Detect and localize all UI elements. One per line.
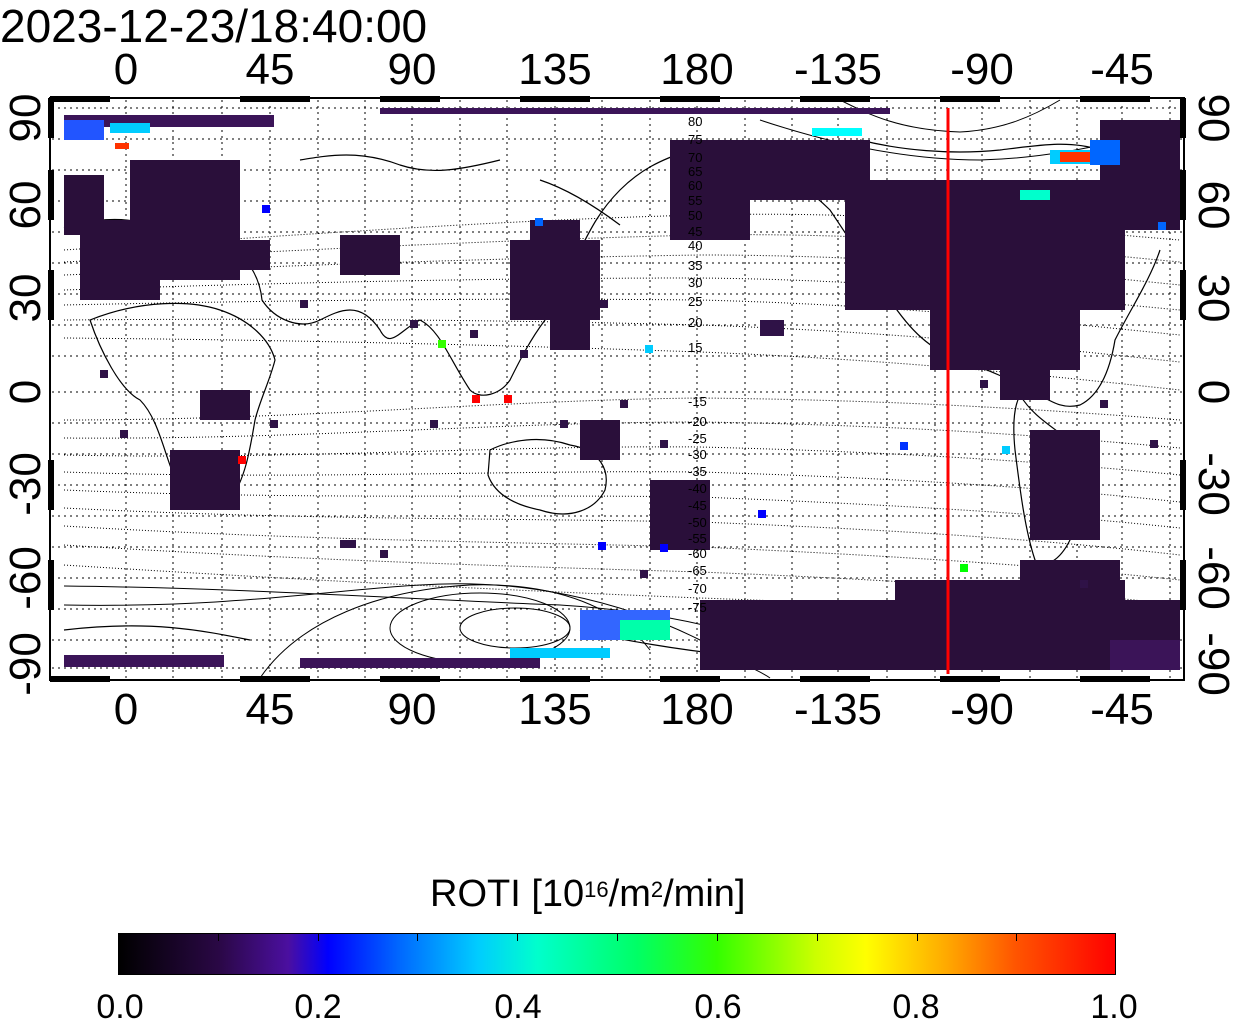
bottom-axis-label: 0 <box>113 685 139 734</box>
bottom-axis-label: -45 <box>1090 685 1154 734</box>
contour-label: 65 <box>688 164 702 179</box>
contour-label: -20 <box>688 414 707 429</box>
top-axis-label: 0 <box>113 45 139 94</box>
contour-label: 50 <box>688 208 702 223</box>
colorbar-tick <box>917 933 918 941</box>
contour-label: 40 <box>688 238 702 253</box>
colorbar-tick <box>617 933 618 941</box>
contour-label: 60 <box>688 178 702 193</box>
contour-label: 70 <box>688 150 702 165</box>
contour-label: -35 <box>688 464 707 479</box>
top-axis-label: -135 <box>793 45 883 94</box>
contour-label: 35 <box>688 258 702 273</box>
colorbar-label: 0.8 <box>892 988 940 1026</box>
bottom-axis-label: -135 <box>793 685 883 734</box>
contour-label: 80 <box>688 114 702 129</box>
colorbar-tick <box>517 933 518 941</box>
contour-label: -75 <box>688 600 707 615</box>
contour-label: -65 <box>688 563 707 578</box>
contour-label: 25 <box>688 294 702 309</box>
colorbar-tick <box>717 933 718 941</box>
top-axis-label: 180 <box>660 45 734 94</box>
axis-tick-bars <box>48 96 1186 682</box>
bottom-axis-label: 45 <box>245 685 295 734</box>
roti-highlights <box>64 120 1166 658</box>
bottom-axis-label: 135 <box>518 685 592 734</box>
top-axis-label: -45 <box>1090 45 1154 94</box>
colorbar-tick <box>817 933 818 941</box>
colorbar-tick <box>218 933 219 941</box>
contour-label-group: 80 75 70 65 60 55 50 45 40 35 30 25 20 1… <box>688 114 707 615</box>
top-axis-label: 45 <box>245 45 295 94</box>
contour-label: -50 <box>688 515 707 530</box>
colorbar-tick <box>1016 933 1017 941</box>
top-axis-label: 135 <box>518 45 592 94</box>
colorbar-title: ROTI [1016/m2/min] <box>430 873 746 915</box>
contour-label: 75 <box>688 132 702 147</box>
top-axis-label: 90 <box>387 45 437 94</box>
colorbar-tick <box>318 933 319 941</box>
contour-label: 45 <box>688 224 702 239</box>
contour-label: -70 <box>688 581 707 596</box>
contour-label: 30 <box>688 275 702 290</box>
bottom-axis-label: 90 <box>387 685 437 734</box>
bottom-axis-label: 180 <box>660 685 734 734</box>
roti-patches-dark <box>64 120 1180 670</box>
colorbar-tick <box>417 933 418 941</box>
top-axis-label: -90 <box>950 45 1014 94</box>
colorbar-label: 1.0 <box>1090 988 1138 1026</box>
roti-scatter <box>100 300 1158 588</box>
map-frame <box>49 97 1185 681</box>
contour-label: 55 <box>688 193 702 208</box>
colorbar-label: 0.0 <box>96 988 144 1026</box>
contour-label: 20 <box>688 315 702 330</box>
colorbar-label: 0.2 <box>294 988 342 1026</box>
contour-label: 15 <box>688 340 702 355</box>
contour-label: -45 <box>688 498 707 513</box>
colorbar-label: 0.4 <box>494 988 542 1026</box>
colorbar-label: 0.6 <box>694 988 742 1026</box>
timestamp-title: 2023-12-23/18:40:00 <box>0 0 428 52</box>
contour-label: -60 <box>688 546 707 561</box>
contour-label: -30 <box>688 447 707 462</box>
contour-label: -40 <box>688 481 707 496</box>
contour-label: -55 <box>688 531 707 546</box>
roti-patches-mid <box>64 108 1180 670</box>
contour-label: -25 <box>688 431 707 446</box>
contour-label: -15 <box>688 394 707 409</box>
bottom-axis-label: -90 <box>950 685 1014 734</box>
